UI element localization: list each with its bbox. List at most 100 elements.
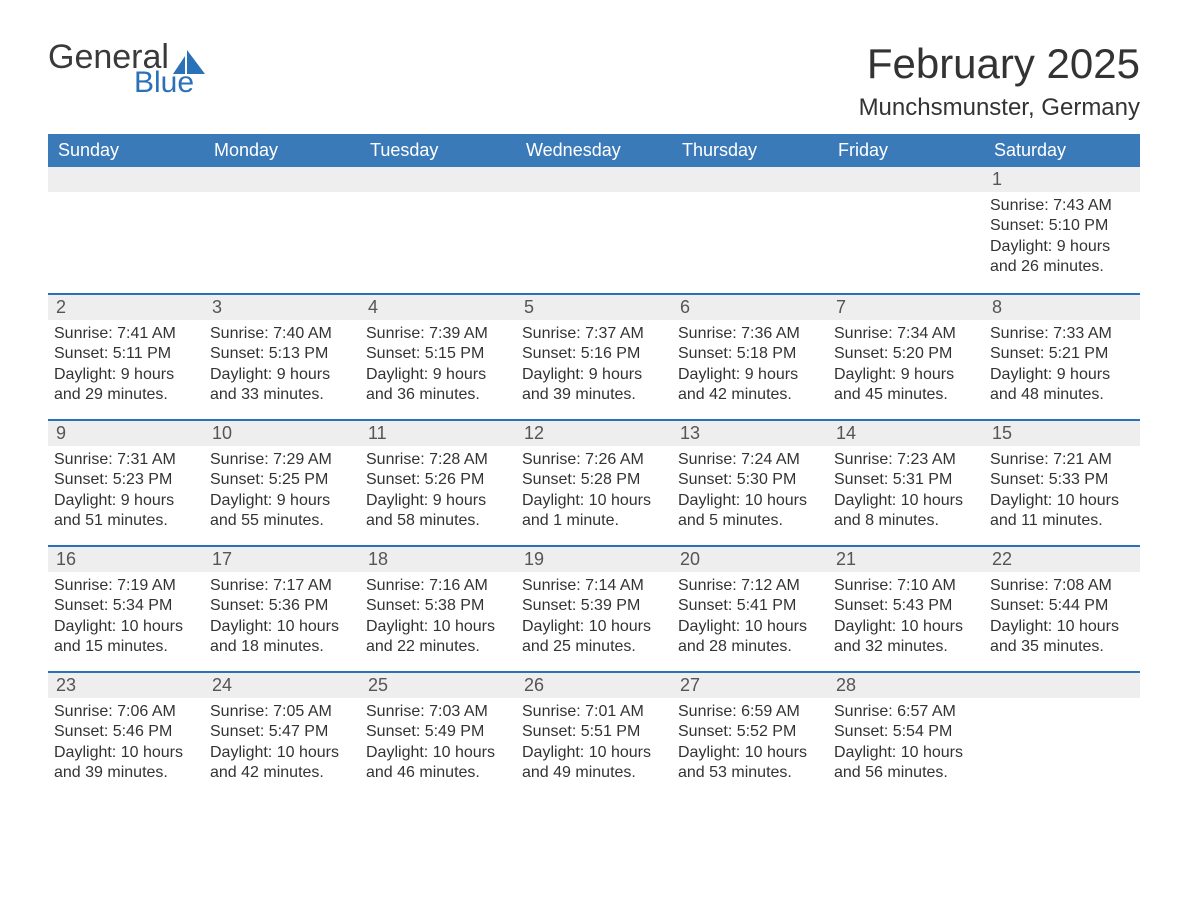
sunset-text: Sunset: 5:38 PM (366, 596, 510, 616)
calendar-cell (204, 167, 360, 293)
calendar-cell (828, 167, 984, 293)
day-number: 24 (204, 671, 360, 698)
sunset-text: Sunset: 5:52 PM (678, 722, 822, 742)
day-number: 14 (828, 419, 984, 446)
sunrise-text: Sunrise: 7:08 AM (990, 576, 1134, 596)
day-header: Friday (828, 134, 984, 167)
day-details: Sunrise: 7:06 AMSunset: 5:46 PMDaylight:… (48, 698, 204, 794)
sunrise-text: Sunrise: 7:05 AM (210, 702, 354, 722)
calendar-head: SundayMondayTuesdayWednesdayThursdayFrid… (48, 134, 1140, 167)
daylight-text: Daylight: 10 hours and 32 minutes. (834, 617, 978, 658)
day-number: 19 (516, 545, 672, 572)
sunset-text: Sunset: 5:15 PM (366, 344, 510, 364)
calendar-cell (48, 167, 204, 293)
day-number: 22 (984, 545, 1140, 572)
day-number: 20 (672, 545, 828, 572)
daylight-text: Daylight: 10 hours and 8 minutes. (834, 491, 978, 532)
day-details: Sunrise: 7:23 AMSunset: 5:31 PMDaylight:… (828, 446, 984, 542)
sunrise-text: Sunrise: 7:01 AM (522, 702, 666, 722)
daylight-text: Daylight: 10 hours and 28 minutes. (678, 617, 822, 658)
sunrise-text: Sunrise: 7:19 AM (54, 576, 198, 596)
day-details: Sunrise: 7:14 AMSunset: 5:39 PMDaylight:… (516, 572, 672, 668)
calendar-cell: 5Sunrise: 7:37 AMSunset: 5:16 PMDaylight… (516, 293, 672, 419)
day-details: Sunrise: 7:37 AMSunset: 5:16 PMDaylight:… (516, 320, 672, 416)
sunrise-text: Sunrise: 7:36 AM (678, 324, 822, 344)
sunrise-text: Sunrise: 7:31 AM (54, 450, 198, 470)
calendar-cell: 4Sunrise: 7:39 AMSunset: 5:15 PMDaylight… (360, 293, 516, 419)
daylight-text: Daylight: 10 hours and 49 minutes. (522, 743, 666, 784)
daylight-text: Daylight: 10 hours and 15 minutes. (54, 617, 198, 658)
header-row: General Blue February 2025 Munchsmunster… (48, 40, 1140, 122)
day-number: 5 (516, 293, 672, 320)
day-number (48, 167, 204, 192)
daylight-text: Daylight: 9 hours and 58 minutes. (366, 491, 510, 532)
daylight-text: Daylight: 10 hours and 35 minutes. (990, 617, 1134, 658)
day-details: Sunrise: 7:43 AMSunset: 5:10 PMDaylight:… (984, 192, 1140, 288)
calendar-cell: 14Sunrise: 7:23 AMSunset: 5:31 PMDayligh… (828, 419, 984, 545)
sunset-text: Sunset: 5:16 PM (522, 344, 666, 364)
daylight-text: Daylight: 10 hours and 42 minutes. (210, 743, 354, 784)
daylight-text: Daylight: 10 hours and 53 minutes. (678, 743, 822, 784)
calendar-cell: 11Sunrise: 7:28 AMSunset: 5:26 PMDayligh… (360, 419, 516, 545)
daylight-text: Daylight: 10 hours and 11 minutes. (990, 491, 1134, 532)
day-details: Sunrise: 7:26 AMSunset: 5:28 PMDaylight:… (516, 446, 672, 542)
day-number: 4 (360, 293, 516, 320)
calendar-body: 1Sunrise: 7:43 AMSunset: 5:10 PMDaylight… (48, 167, 1140, 797)
day-number: 26 (516, 671, 672, 698)
daylight-text: Daylight: 10 hours and 1 minute. (522, 491, 666, 532)
calendar-cell: 26 Sunrise: 7:01 AMSunset: 5:51 PMDayligh… (516, 671, 672, 797)
location: Munchsmunster, Germany (859, 94, 1140, 122)
day-details: Sunrise: 7:36 AMSunset: 5:18 PMDaylight:… (672, 320, 828, 416)
daylight-text: Daylight: 9 hours and 55 minutes. (210, 491, 354, 532)
sunset-text: Sunset: 5:18 PM (678, 344, 822, 364)
sunset-text: Sunset: 5:21 PM (990, 344, 1134, 364)
day-number (672, 167, 828, 192)
day-number: 2 (48, 293, 204, 320)
month-title: February 2025 (859, 40, 1140, 88)
sunset-text: Sunset: 5:31 PM (834, 470, 978, 490)
sunset-text: Sunset: 5:13 PM (210, 344, 354, 364)
daylight-text: Daylight: 9 hours and 36 minutes. (366, 365, 510, 406)
day-number: 23 (48, 671, 204, 698)
sunset-text: Sunset: 5:51 PM (522, 722, 666, 742)
daylight-text: Daylight: 9 hours and 45 minutes. (834, 365, 978, 406)
logo-top: General (48, 40, 205, 74)
calendar-week: 1Sunrise: 7:43 AMSunset: 5:10 PMDaylight… (48, 167, 1140, 293)
sunrise-text: Sunrise: 6:59 AM (678, 702, 822, 722)
sunrise-text: Sunrise: 7:34 AM (834, 324, 978, 344)
day-details: Sunrise: 7:31 AMSunset: 5:23 PMDaylight:… (48, 446, 204, 542)
calendar-cell: 22Sunrise: 7:08 AMSunset: 5:44 PMDayligh… (984, 545, 1140, 671)
sunset-text: Sunset: 5:23 PM (54, 470, 198, 490)
calendar-week: 2Sunrise: 7:41 AMSunset: 5:11 PMDaylight… (48, 293, 1140, 419)
daylight-text: Daylight: 9 hours and 26 minutes. (990, 237, 1134, 278)
daylight-text: Daylight: 10 hours and 56 minutes. (834, 743, 978, 784)
sunrise-text: Sunrise: 7:37 AM (522, 324, 666, 344)
sunrise-text: Sunrise: 7:26 AM (522, 450, 666, 470)
day-details: Sunrise: 7:24 AMSunset: 5:30 PMDaylight:… (672, 446, 828, 542)
day-header: Monday (204, 134, 360, 167)
calendar-cell: 16 Sunrise: 7:19 AMSunset: 5:34 PMDayligh… (48, 545, 204, 671)
day-number: 27 (672, 671, 828, 698)
sunrise-text: Sunrise: 7:23 AM (834, 450, 978, 470)
sunrise-text: Sunrise: 7:43 AM (990, 196, 1134, 216)
daylight-text: Daylight: 10 hours and 5 minutes. (678, 491, 822, 532)
calendar-cell: 23Sunrise: 7:06 AMSunset: 5:46 PMDayligh… (48, 671, 204, 797)
day-details: Sunrise: 6:59 AMSunset: 5:52 PMDaylight:… (672, 698, 828, 794)
sunset-text: Sunset: 5:54 PM (834, 722, 978, 742)
day-number: 16 (48, 545, 204, 572)
title-block: February 2025 Munchsmunster, Germany (859, 40, 1140, 122)
daylight-text: Daylight: 9 hours and 39 minutes. (522, 365, 666, 406)
day-details: Sunrise: 7:03 AMSunset: 5:49 PMDaylight:… (360, 698, 516, 794)
sunset-text: Sunset: 5:34 PM (54, 596, 198, 616)
day-details: Sunrise: 7:33 AMSunset: 5:21 PMDaylight:… (984, 320, 1140, 416)
day-details: Sunrise: 7:41 AMSunset: 5:11 PMDaylight:… (48, 320, 204, 416)
day-header: Wednesday (516, 134, 672, 167)
sunrise-text: Sunrise: 7:17 AM (210, 576, 354, 596)
sunset-text: Sunset: 5:43 PM (834, 596, 978, 616)
calendar-cell: 25Sunrise: 7:03 AMSunset: 5:49 PMDayligh… (360, 671, 516, 797)
day-number: 13 (672, 419, 828, 446)
day-number: 28 (828, 671, 984, 698)
day-number: 7 (828, 293, 984, 320)
day-header: Thursday (672, 134, 828, 167)
day-number: 17 (204, 545, 360, 572)
